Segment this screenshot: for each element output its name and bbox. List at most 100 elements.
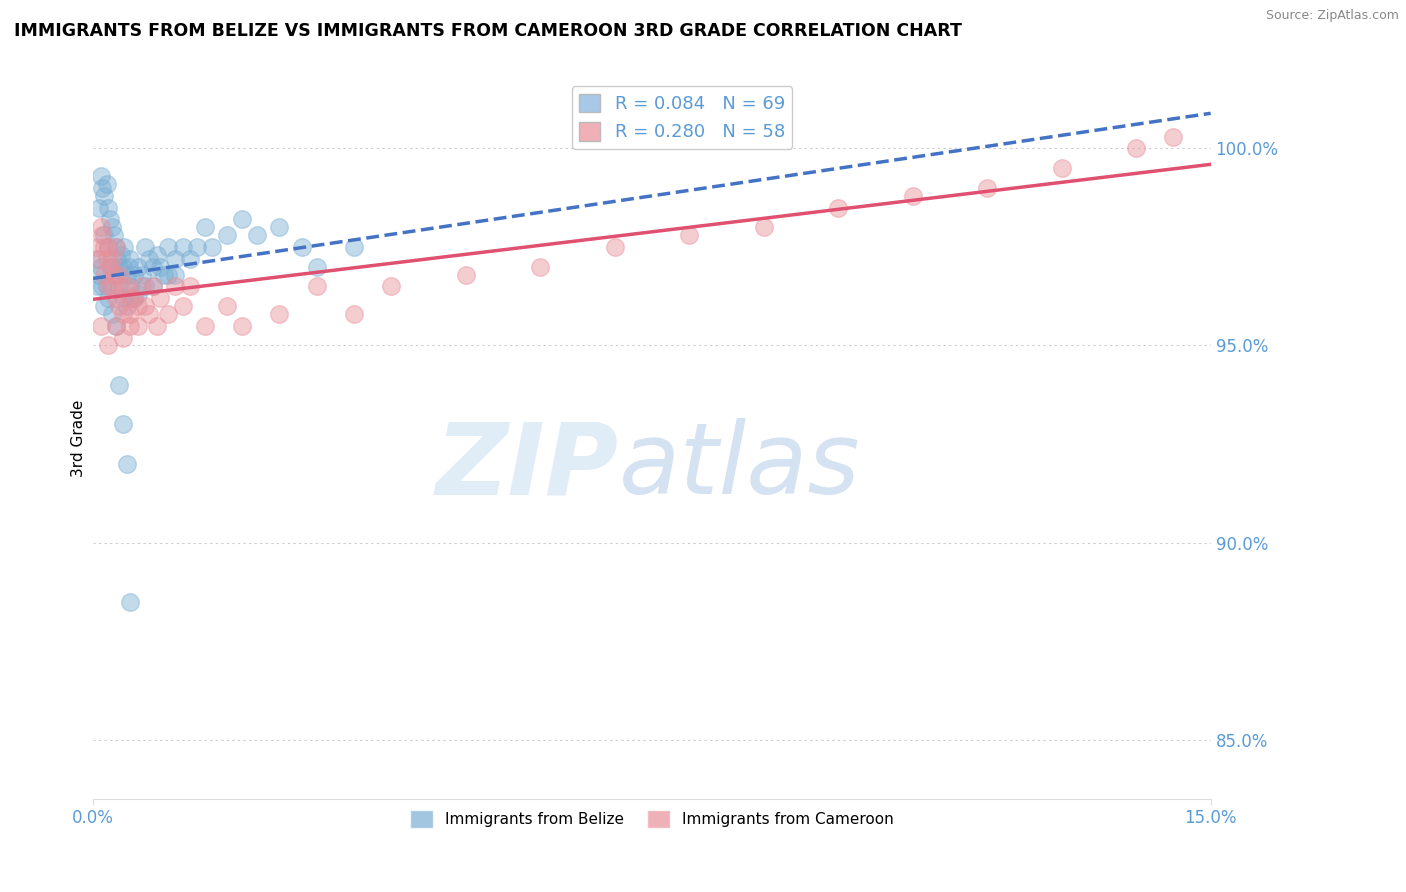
Point [305,260,328,274]
Point [678,228,700,243]
Point [114,240,136,254]
Point [98,212,121,227]
Point [101,252,124,266]
Point [93,240,115,254]
Point [104,240,127,254]
Point [104,291,127,305]
Point [1050,161,1073,175]
Point [217,228,239,243]
Point [90,260,112,274]
Point [110,248,132,262]
Point [96,252,118,266]
Point [101,260,124,274]
Point [127,318,149,333]
Point [142,260,165,274]
Point [343,307,366,321]
Point [86,252,108,266]
Point [138,252,160,266]
Point [127,287,149,301]
Point [827,201,849,215]
Point [91,279,114,293]
Point [120,595,142,609]
Point [91,181,114,195]
Point [1125,141,1147,155]
Point [89,201,111,215]
Point [127,299,149,313]
Point [120,252,142,266]
Point [165,268,187,282]
Point [103,228,125,243]
Point [165,279,187,293]
Point [93,188,115,202]
Point [380,279,402,293]
Point [111,417,134,432]
Text: Source: ZipAtlas.com: Source: ZipAtlas.com [1265,9,1399,22]
Point [172,240,194,254]
Point [97,201,120,215]
Point [97,240,120,254]
Point [120,318,142,333]
Point [89,268,111,282]
Point [120,279,142,293]
Point [97,240,120,254]
Point [93,228,115,243]
Point [120,291,142,305]
Point [96,279,118,293]
Point [90,169,112,183]
Point [231,212,253,227]
Point [115,457,138,471]
Text: IMMIGRANTS FROM BELIZE VS IMMIGRANTS FROM CAMEROON 3RD GRADE CORRELATION CHART: IMMIGRANTS FROM BELIZE VS IMMIGRANTS FRO… [14,22,962,40]
Point [93,268,115,282]
Point [120,307,142,321]
Point [179,279,201,293]
Point [101,307,124,321]
Point [86,279,108,293]
Point [111,330,134,344]
Point [97,291,120,305]
Point [104,318,127,333]
Point [105,252,128,266]
Point [752,220,775,235]
Point [217,299,239,313]
Point [97,338,120,352]
Point [115,268,138,282]
Point [90,220,112,235]
Point [118,260,141,274]
Point [145,248,167,262]
Point [108,260,131,274]
Point [122,291,145,305]
Text: atlas: atlas [619,418,860,516]
Point [454,268,477,282]
Point [131,268,153,282]
Point [93,299,115,313]
Point [153,268,176,282]
Point [108,378,131,392]
Point [115,299,138,313]
Point [122,268,145,282]
Point [201,240,224,254]
Point [104,240,127,254]
Point [194,318,217,333]
Point [111,307,134,321]
Point [142,279,165,293]
Point [343,240,366,254]
Point [108,268,131,282]
Point [115,279,138,293]
Point [231,318,253,333]
Point [603,240,626,254]
Point [138,307,160,321]
Y-axis label: 3rd Grade: 3rd Grade [72,400,86,477]
Point [104,268,127,282]
Point [98,260,121,274]
Point [269,307,291,321]
Point [149,260,172,274]
Point [1163,129,1185,144]
Point [108,279,131,293]
Point [122,291,145,305]
Point [149,291,172,305]
Point [97,279,120,293]
Point [134,240,156,254]
Point [179,252,201,266]
Point [172,299,194,313]
Point [108,299,131,313]
